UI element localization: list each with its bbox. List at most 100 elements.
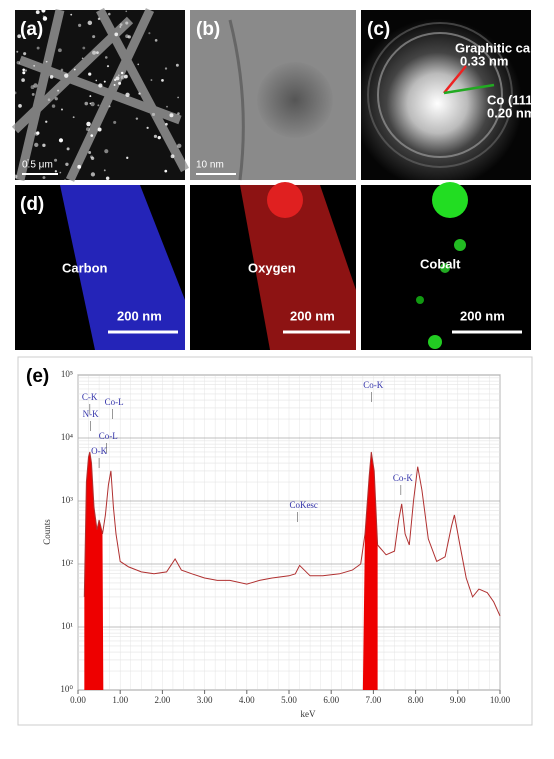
particle: [54, 97, 58, 101]
particle: [21, 78, 25, 82]
y-tick-label: 10³: [61, 495, 73, 505]
peak-label: CoKesc: [289, 500, 318, 510]
particle: [36, 131, 40, 135]
scale-label: 200 nm: [290, 308, 335, 323]
particle: [41, 8, 46, 13]
y-tick-label: 10⁰: [60, 684, 73, 694]
peak-label: N-K: [83, 409, 99, 419]
particle: [114, 32, 119, 37]
particle: [161, 79, 164, 82]
scale-label: 0.5 μm: [22, 160, 53, 171]
particle: [126, 156, 129, 159]
particle: [164, 169, 168, 173]
x-tick-label: 9.00: [450, 695, 466, 705]
particle: [16, 50, 19, 53]
annotation: 0.20 nm: [487, 105, 535, 120]
annotation: 0.33 nm: [460, 53, 508, 68]
y-tick-label: 10¹: [61, 621, 73, 631]
particle: [146, 126, 149, 129]
panel-b: (b) 10 nm: [190, 10, 356, 181]
particle: [113, 120, 117, 124]
particle: [27, 33, 30, 36]
particle: [33, 64, 36, 67]
spectrum-chart: 10⁰ 10¹ 10² 10³ 10⁴ 10⁵ 0.00 1.00 2.00 3.00 4.00 5.…: [60, 369, 510, 705]
particle: [77, 164, 82, 169]
map-label: Oxygen: [248, 260, 296, 275]
particle: [95, 79, 98, 82]
y-tick-label: 10²: [61, 558, 73, 568]
particle: [98, 83, 103, 88]
particle: [90, 134, 94, 137]
particle: [89, 102, 92, 105]
particle: [42, 15, 45, 18]
particle: [117, 74, 120, 77]
particle: [42, 16, 48, 21]
particle: [169, 113, 174, 118]
particle: [90, 172, 96, 177]
particle: [125, 10, 128, 13]
particle: [166, 105, 168, 108]
particle: [103, 80, 106, 83]
particle: [65, 162, 69, 167]
particle: [85, 127, 90, 132]
particle: [84, 101, 89, 106]
particle: [45, 60, 48, 63]
particle: [177, 96, 179, 99]
annotation: Co (111): [487, 92, 537, 107]
x-axis-label: keV: [301, 709, 316, 719]
particle: [157, 136, 161, 140]
particle: [81, 57, 84, 60]
particle: [108, 105, 111, 108]
particle: [16, 60, 20, 65]
particle: [92, 35, 96, 39]
particle: [165, 122, 168, 126]
particle: [58, 138, 64, 143]
particle: [87, 20, 93, 26]
scale-label: 200 nm: [117, 308, 162, 323]
panel-label: (b): [196, 19, 220, 40]
peak-label: Co-K: [393, 473, 414, 483]
particle: [35, 10, 40, 15]
panel-label: (c): [367, 19, 390, 40]
particle: [49, 75, 54, 79]
particle: [148, 32, 151, 35]
x-tick-label: 10.00: [490, 695, 511, 705]
y-tick-label: 10⁴: [61, 432, 73, 442]
particle: [151, 112, 156, 117]
particle: [82, 46, 86, 50]
panel-label: (d): [20, 194, 44, 215]
scale-label: 10 nm: [196, 160, 224, 171]
particle: [118, 81, 122, 85]
particle: [64, 73, 69, 78]
particle: [170, 154, 175, 159]
particle: [23, 52, 27, 56]
panel-label: (a): [20, 19, 43, 40]
particle: [22, 71, 26, 75]
particle: [115, 76, 120, 81]
x-tick-label: 8.00: [408, 695, 424, 705]
particle: [97, 127, 102, 132]
spectrum-line: [83, 451, 501, 617]
particle: [42, 143, 46, 147]
particle: [97, 104, 100, 107]
particle: [97, 17, 101, 21]
peak-label: Co-K: [363, 380, 384, 390]
particle: [150, 79, 153, 81]
particle: [54, 158, 58, 162]
particle: [104, 149, 109, 154]
panel-label: (e): [26, 366, 49, 387]
x-tick-label: 3.00: [197, 695, 213, 705]
particle: [36, 46, 40, 50]
annotation: Graphitic carbon: [455, 40, 554, 55]
particle: [18, 103, 22, 108]
particle: [54, 170, 58, 173]
particle: [13, 91, 17, 95]
particle: [89, 95, 92, 98]
particle: [51, 104, 56, 108]
particle: [30, 85, 35, 90]
particle: [105, 176, 110, 181]
particle: [154, 39, 158, 42]
particle: [123, 74, 128, 79]
x-tick-label: 0.00: [70, 695, 86, 705]
